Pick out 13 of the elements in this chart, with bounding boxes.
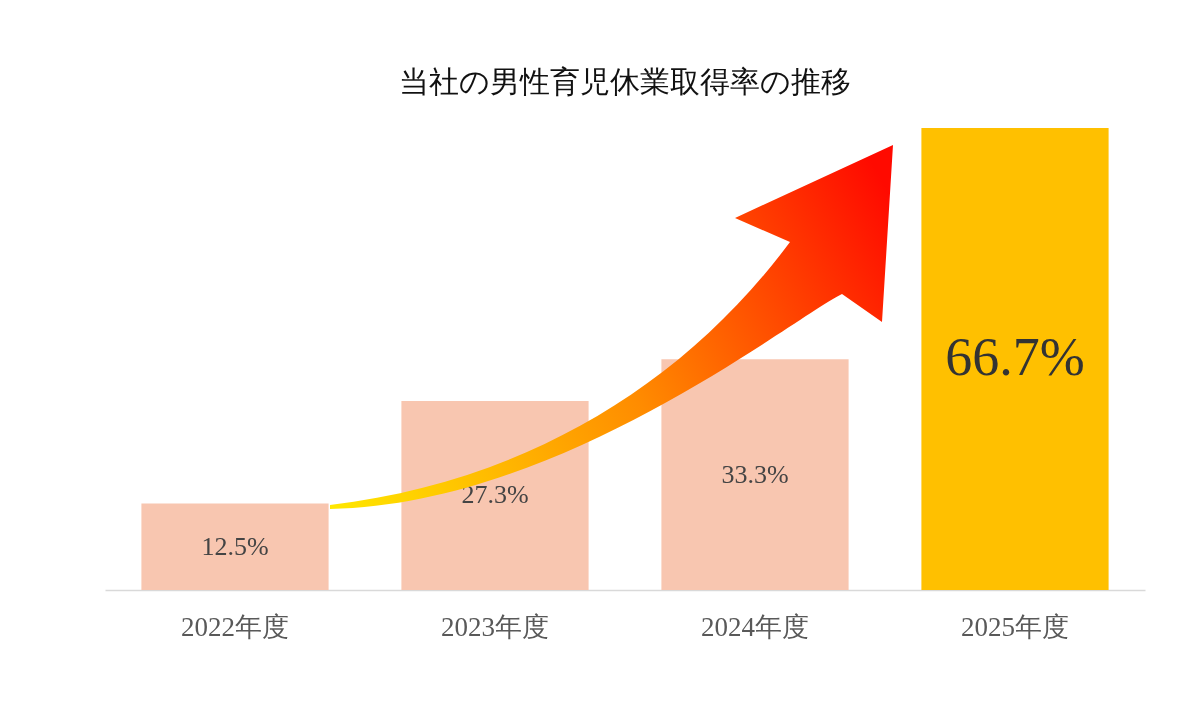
data-label: 12.5%: [201, 531, 269, 561]
x-tick-label: 2023年度: [441, 611, 549, 642]
x-tick-label: 2025年度: [961, 611, 1069, 642]
bar: [661, 359, 849, 590]
bar: [921, 128, 1109, 590]
bar: [141, 503, 329, 590]
x-tick-label: 2024年度: [701, 611, 809, 642]
data-label: 27.3%: [461, 480, 529, 510]
chart-title: 当社の男性育児休業取得率の推移: [399, 65, 851, 98]
x-tick-label: 2022年度: [181, 611, 289, 642]
bar: [401, 400, 589, 590]
data-label: 66.7%: [945, 327, 1085, 387]
data-label: 33.3%: [721, 459, 789, 489]
